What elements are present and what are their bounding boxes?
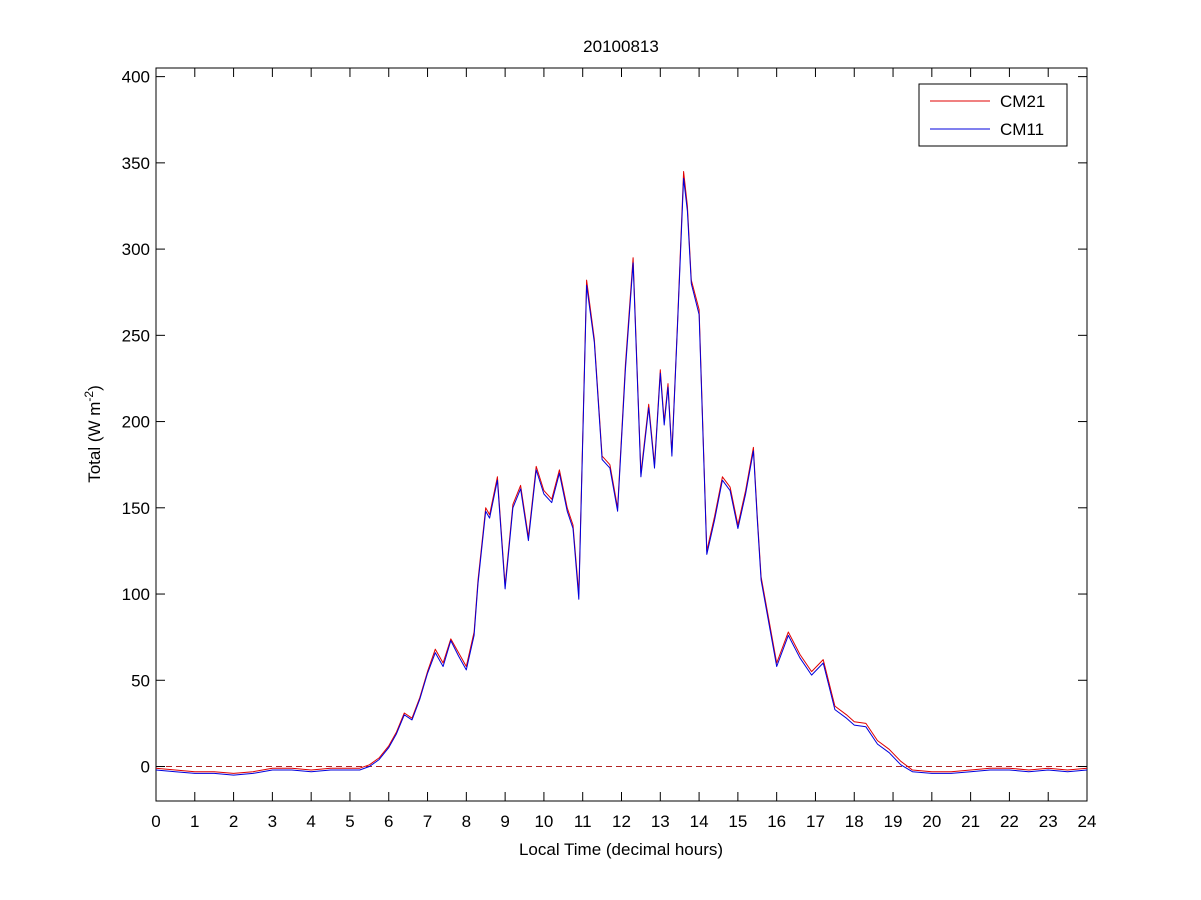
x-tick-label: 19 <box>884 812 903 831</box>
y-tick-label: 100 <box>122 585 150 604</box>
x-tick-label: 8 <box>462 812 471 831</box>
y-axis-label-main: Total (W m <box>85 402 104 483</box>
x-tick-label: 15 <box>728 812 747 831</box>
y-tick-label: 50 <box>131 671 150 690</box>
x-tick-label: 17 <box>806 812 825 831</box>
y-tick-label: 0 <box>141 758 150 777</box>
x-tick-label: 13 <box>651 812 670 831</box>
x-tick-label: 10 <box>534 812 553 831</box>
x-axis-label: Local Time (decimal hours) <box>519 840 723 859</box>
y-tick-label: 400 <box>122 68 150 87</box>
x-tick-label: 6 <box>384 812 393 831</box>
x-tick-label: 18 <box>845 812 864 831</box>
x-tick-label: 12 <box>612 812 631 831</box>
legend-box <box>918 83 1068 147</box>
y-axis-label-close: ) <box>85 385 104 391</box>
y-tick-label: 250 <box>122 326 150 345</box>
legend-label-cm11: CM11 <box>1000 120 1044 139</box>
x-tick-label: 22 <box>1000 812 1019 831</box>
series-line-cm11 <box>155 177 1088 776</box>
x-tick-label: 21 <box>961 812 980 831</box>
x-tick-label: 14 <box>690 812 709 831</box>
y-tick-label: 150 <box>122 499 150 518</box>
legend: CM21 CM11 <box>918 83 1068 147</box>
x-tick-label: 24 <box>1078 812 1097 831</box>
x-tick-label: 23 <box>1039 812 1058 831</box>
x-tick-label: 3 <box>268 812 277 831</box>
x-tick-label: 20 <box>922 812 941 831</box>
chart-title: 20100813 <box>583 37 659 56</box>
y-tick-label: 300 <box>122 240 150 259</box>
y-axis-label-superscript: -2 <box>82 391 96 402</box>
y-tick-label: 350 <box>122 154 150 173</box>
legend-label-cm21: CM21 <box>1000 92 1045 111</box>
x-axis: 0 1 2 3 4 5 6 7 8 9 10 11 12 13 14 15 16 17 18 19 20 21 22 23 24 <box>151 68 1096 831</box>
series-layer <box>155 171 1088 776</box>
x-tick-label: 5 <box>345 812 354 831</box>
y-axis: 0 50 100 150 200 250 300 350 400 <box>122 68 1087 777</box>
x-tick-label: 2 <box>229 812 238 831</box>
y-tick-label: 200 <box>122 413 150 432</box>
x-tick-label: 4 <box>306 812 315 831</box>
x-tick-label: 16 <box>767 812 786 831</box>
x-tick-label: 9 <box>500 812 509 831</box>
x-tick-label: 11 <box>574 812 592 831</box>
x-tick-label: 1 <box>190 812 199 831</box>
x-tick-label: 7 <box>423 812 432 831</box>
y-axis-label: Total (W m-2) <box>82 385 104 483</box>
x-tick-label: 0 <box>151 812 160 831</box>
